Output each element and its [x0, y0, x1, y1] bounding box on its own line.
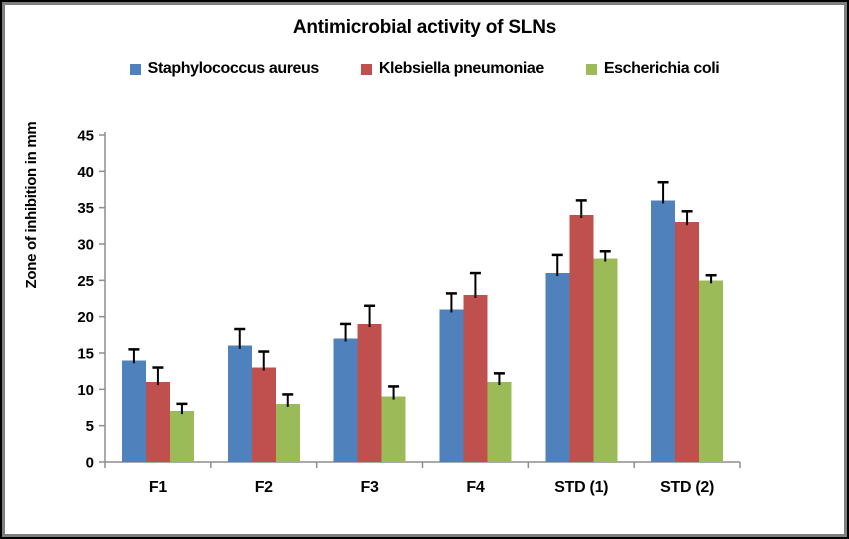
- bar-F4-Staphylococcus aureus: [439, 309, 464, 462]
- bar-STD (2)-Escherichia coli: [699, 280, 724, 462]
- y-tick-label: 20: [77, 309, 94, 326]
- x-category-label: STD (2): [660, 479, 714, 496]
- bar-F3-Escherichia coli: [381, 396, 406, 462]
- bar-F2-Escherichia coli: [275, 403, 300, 462]
- y-tick-label: 10: [77, 382, 94, 399]
- legend-label: Staphylococcus aureus: [147, 60, 320, 77]
- bar-F3-Klebsiella pneumoniae: [357, 323, 382, 462]
- legend: Staphylococcus aureus Klebsiella pneumon…: [0, 60, 849, 78]
- bar-STD (1)-Escherichia coli: [593, 258, 618, 462]
- legend-label: Klebsiella pneumoniae: [378, 60, 544, 77]
- legend-item-escherichia-coli: Escherichia coli: [585, 60, 720, 78]
- bar-F3-Staphylococcus aureus: [333, 338, 358, 462]
- bar-F2-Staphylococcus aureus: [227, 345, 252, 462]
- x-category-label: STD (1): [554, 479, 608, 496]
- y-tick-label: 35: [77, 200, 94, 217]
- bar-STD (1)-Staphylococcus aureus: [545, 273, 570, 462]
- y-tick-label: 45: [77, 128, 94, 145]
- legend-label: Escherichia coli: [603, 60, 720, 77]
- y-tick-label: 15: [77, 346, 94, 363]
- y-tick-label: 25: [77, 273, 94, 290]
- bar-F2-Klebsiella pneumoniae: [251, 367, 276, 462]
- y-tick-label: 0: [86, 455, 94, 472]
- bar-STD (2)-Staphylococcus aureus: [651, 200, 676, 462]
- legend-marker-escherichia-coli: [585, 63, 597, 75]
- bar-F4-Klebsiella pneumoniae: [463, 294, 488, 462]
- bar-STD (2)-Klebsiella pneumoniae: [675, 222, 700, 462]
- x-category-label: F1: [149, 479, 167, 496]
- legend-item-klebsiella-pneumoniae: Klebsiella pneumoniae: [360, 60, 544, 78]
- x-category-label: F3: [361, 479, 379, 496]
- legend-item-staphylococcus-aureus: Staphylococcus aureus: [129, 60, 320, 78]
- bar-F1-Staphylococcus aureus: [121, 360, 146, 462]
- y-tick-label: 40: [77, 164, 94, 181]
- y-tick-label: 30: [77, 237, 94, 254]
- legend-marker-staphylococcus-aureus: [129, 63, 141, 75]
- legend-marker-klebsiella-pneumoniae: [360, 63, 372, 75]
- x-category-label: F4: [466, 479, 484, 496]
- x-category-label: F2: [255, 479, 273, 496]
- y-tick-label: 5: [86, 418, 94, 435]
- bar-F1-Klebsiella pneumoniae: [145, 382, 170, 462]
- bar-STD (1)-Klebsiella pneumoniae: [569, 214, 594, 462]
- chart-title: Antimicrobial activity of SLNs: [292, 17, 557, 38]
- bar-F1-Escherichia coli: [169, 411, 194, 462]
- bar-F4-Escherichia coli: [487, 382, 512, 462]
